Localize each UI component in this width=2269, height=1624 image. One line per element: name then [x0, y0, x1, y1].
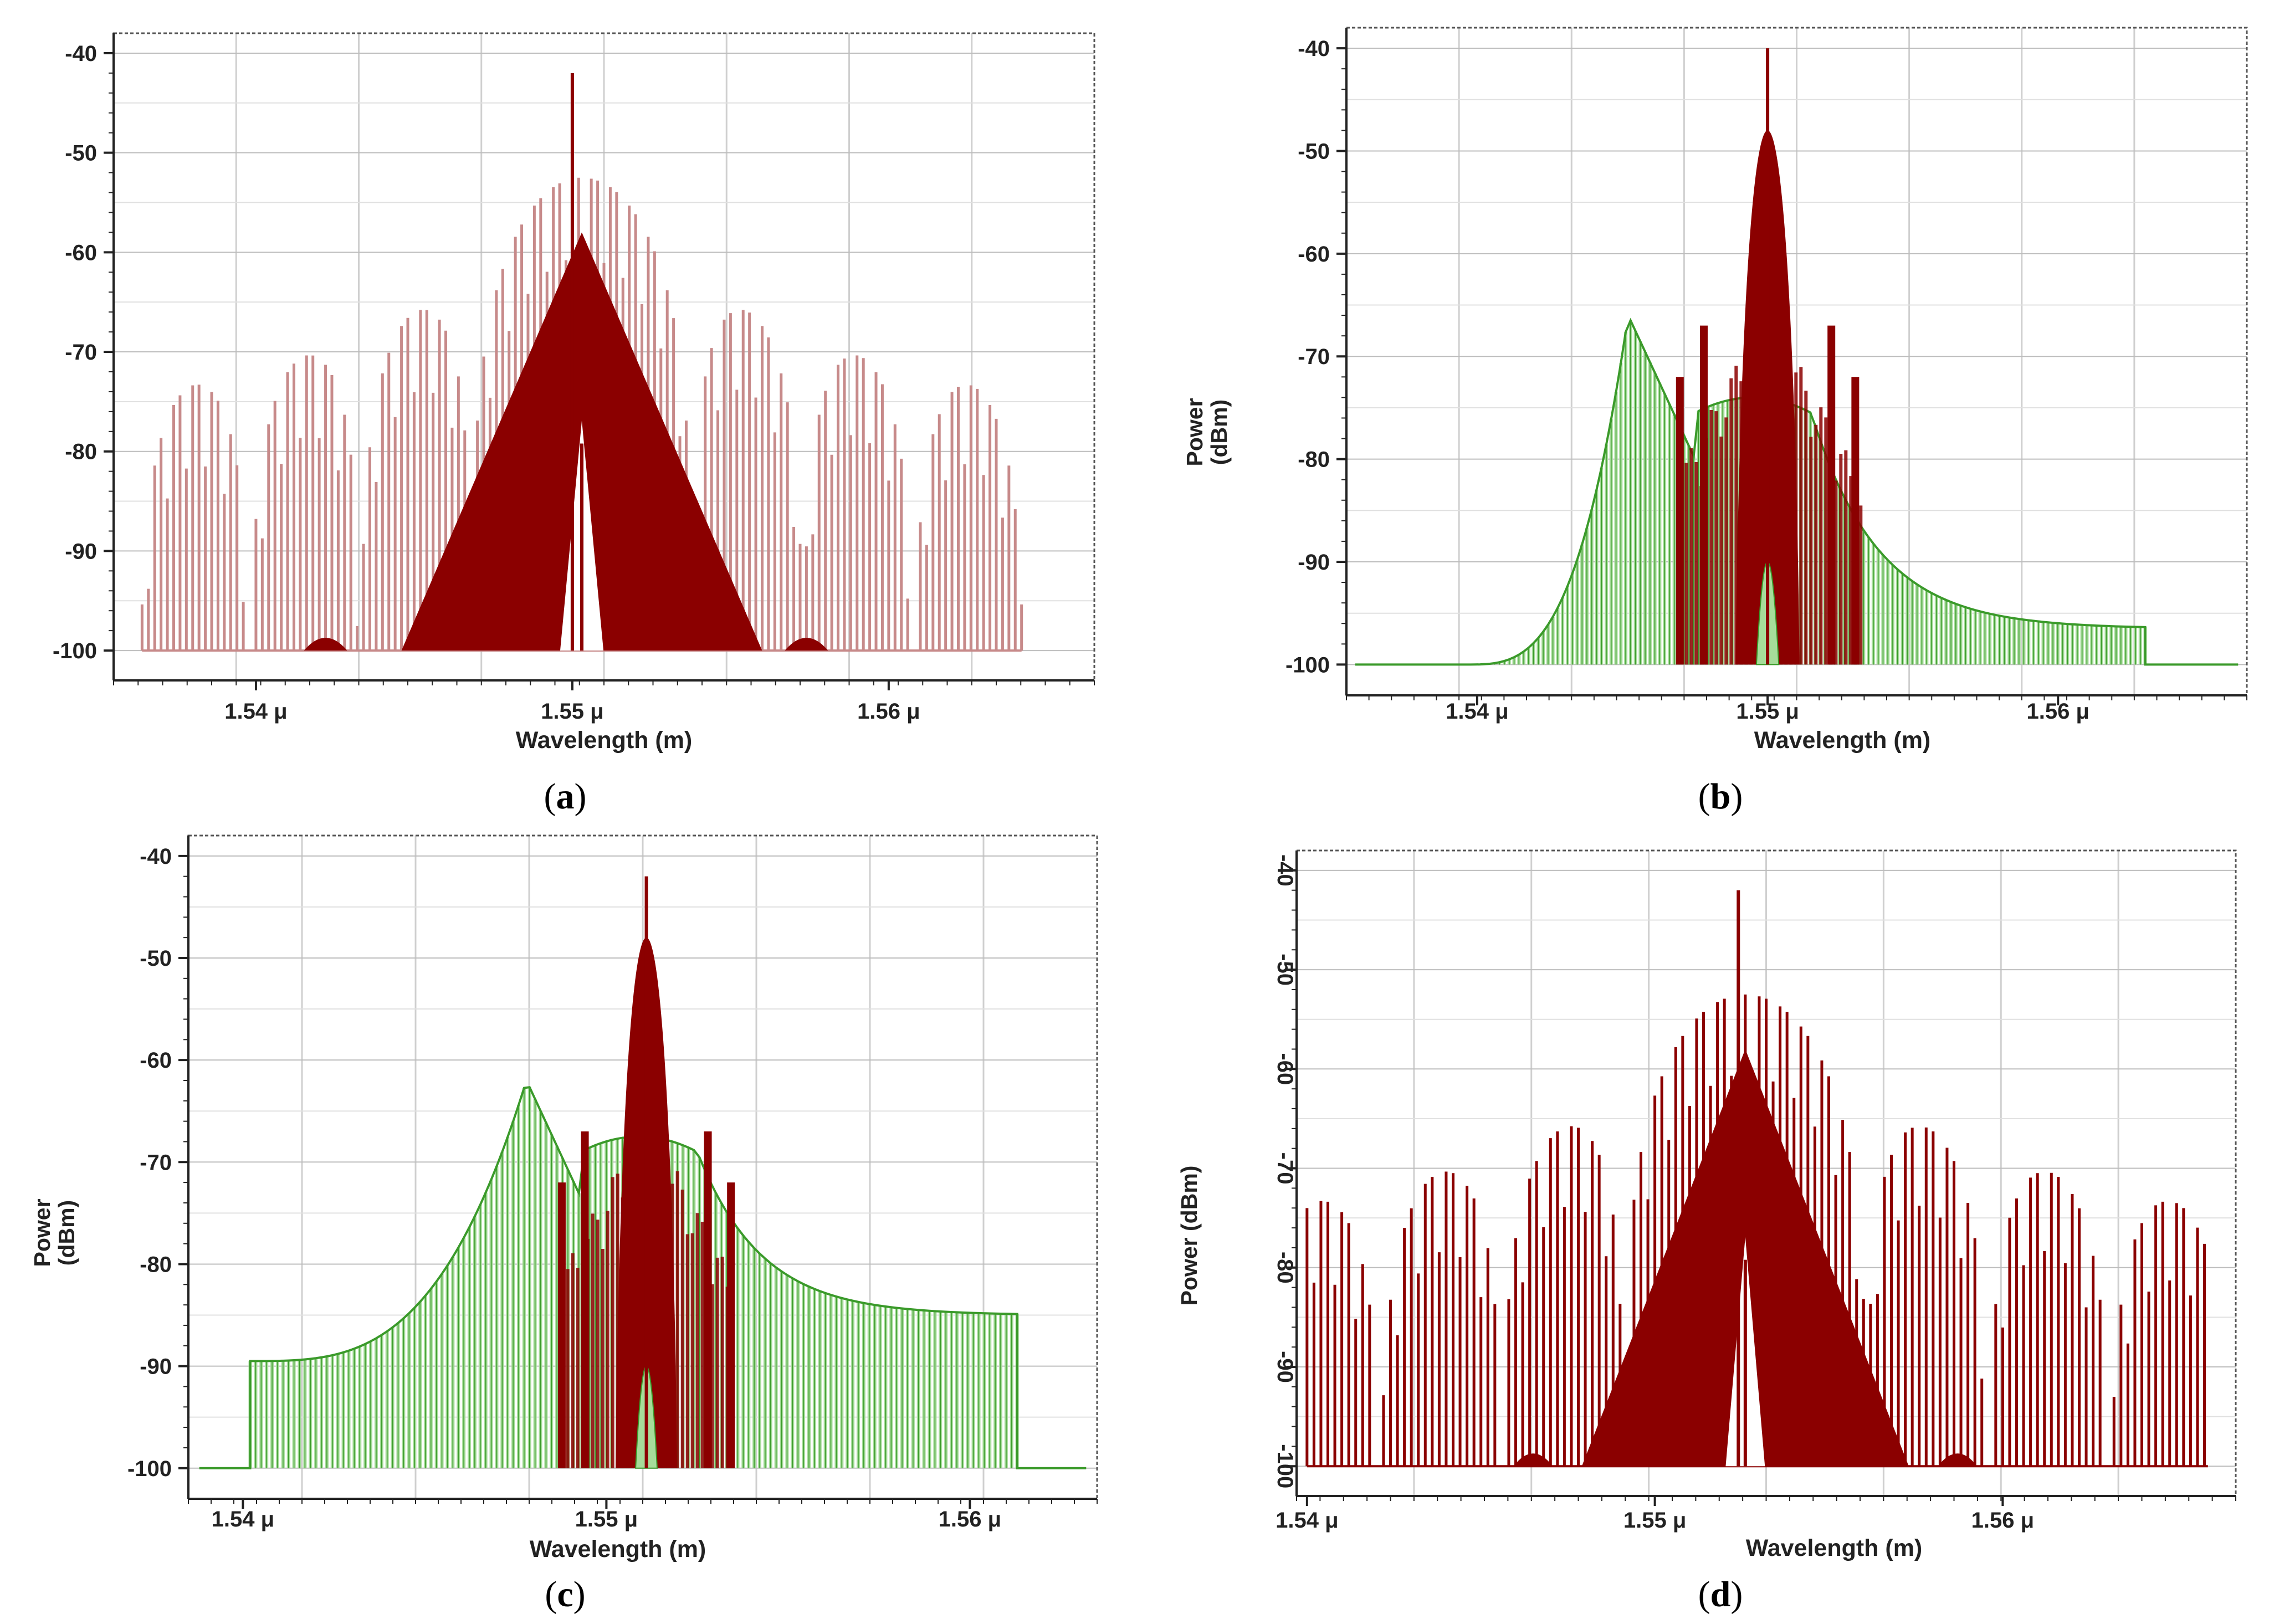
y-tick-label: -40	[1298, 37, 1330, 61]
x-tick-label: 1.56 μ	[2027, 699, 2089, 724]
y-tick-label: -90	[140, 1355, 172, 1379]
y-ticks-b: -40 -50 -60 -70 -80 -90 -100	[1285, 37, 1346, 677]
y-axis-label-line2: (dBm)	[54, 1200, 79, 1266]
chart-panel-a: -40 -50 -60 -70 -80 -90 -100 1.54 μ 1.55 μ 1.56 μ…	[0, 0, 1119, 776]
y-axis-label: Power(dBm)	[29, 1198, 79, 1267]
caption-b: (b)	[1637, 776, 1804, 818]
caption-d-open: (	[1698, 1574, 1710, 1615]
y-tick-label: -90	[1298, 550, 1330, 575]
side-bump	[785, 638, 828, 651]
x-tick-label: 1.54 μ	[212, 1507, 274, 1531]
y-ticks-c: -40 -50 -60 -70 -80 -90 -100	[127, 844, 188, 1481]
y-tick-label: -50	[140, 946, 172, 971]
x-axis-label: Wavelength (m)	[516, 727, 693, 754]
x-tick-label: 1.55 μ	[1736, 699, 1799, 724]
caption-a-close: )	[574, 776, 587, 817]
y-tick-label: -40	[65, 42, 97, 66]
x-tick-label: 1.56 μ	[939, 1507, 1001, 1531]
caption-b-letter: b	[1710, 776, 1731, 817]
y-tick-label: -70	[1298, 345, 1330, 369]
data-layer-a	[140, 73, 1023, 652]
caption-c-letter: c	[557, 1574, 573, 1615]
chart-a: -40 -50 -60 -70 -80 -90 -100 1.54 μ 1.55 μ 1.56 μ…	[53, 32, 1095, 754]
x-ticks-b: 1.54 μ 1.55 μ 1.56 μ	[1346, 695, 2247, 724]
y-tick-label: -100	[127, 1457, 172, 1481]
caption-a-open: (	[544, 776, 556, 817]
data-layer-d	[1305, 890, 2208, 1468]
y-tick-label: -60	[65, 240, 97, 265]
y-tick-label: -70	[65, 340, 97, 365]
y-tick-label: -80	[65, 440, 97, 464]
y-tick-label: -50	[65, 141, 97, 166]
chart-b: -40 -50 -60 -70 -80 -90 -100 1.54 μ 1.55 μ 1.56 μ…	[1182, 27, 2248, 754]
data-layer-c	[199, 876, 1087, 1469]
x-tick-label: 1.54 μ	[224, 699, 287, 724]
y-tick-label: -50	[1298, 139, 1330, 163]
x-tick-label: 1.56 μ	[1971, 1508, 2034, 1533]
x-tick-label: 1.54 μ	[1276, 1508, 1338, 1533]
side-bump	[1938, 1453, 1978, 1467]
x-tick-label: 1.54 μ	[1446, 699, 1508, 724]
side-bump	[1513, 1453, 1553, 1467]
y-tick-label: -40	[140, 844, 172, 869]
side-bump	[304, 638, 347, 651]
y-ticks-d: -40-50-60-70-80-90-100	[1273, 854, 1297, 1488]
y-axis-label: Power(dBm)	[1182, 398, 1232, 466]
y-tick-label: -80	[1298, 448, 1330, 472]
y-tick-label: -70	[140, 1150, 172, 1175]
series-red-peak	[1676, 130, 1863, 665]
y-axis-label: Power (dBm)	[1176, 1166, 1202, 1306]
x-axis-label: Wavelength (m)	[530, 1536, 706, 1562]
y-tick-label: -60	[1298, 242, 1330, 267]
x-tick-label: 1.55 μ	[541, 699, 603, 724]
caption-c-open: (	[545, 1574, 557, 1615]
chart-panel-c: -40 -50 -60 -70 -80 -90 -100 1.54 μ 1.55 μ 1.56 μ…	[0, 820, 1119, 1574]
x-tick-label: 1.55 μ	[1623, 1508, 1686, 1533]
caption-c-close: )	[573, 1574, 586, 1615]
chart-c: -40 -50 -60 -70 -80 -90 -100 1.54 μ 1.55 μ 1.56 μ…	[29, 834, 1098, 1562]
y-ticks-a: -40 -50 -60 -70 -80 -90 -100	[53, 42, 114, 663]
caption-a: (a)	[482, 776, 648, 818]
chart-panel-d: -40 -50 -60 -70 -80 -90 -100 1.54 μ 1.55 μ 1.56 μ…	[1153, 820, 2269, 1574]
caption-d-close: )	[1730, 1574, 1743, 1615]
x-tick-label: 1.55 μ	[575, 1507, 638, 1531]
caption-d: (d)	[1637, 1574, 1804, 1616]
y-axis-label-line1: Power	[29, 1198, 55, 1267]
x-axis-label: Wavelength (m)	[1754, 727, 1931, 754]
y-tick-label: -90	[65, 539, 97, 563]
x-tick-label: 1.56 μ	[857, 699, 920, 724]
x-ticks-c: 1.54 μ 1.55 μ 1.56 μ	[188, 1499, 1098, 1531]
caption-a-letter: a	[556, 776, 575, 817]
caption-b-close: )	[1730, 776, 1743, 817]
caption-c: (c)	[482, 1574, 648, 1616]
y-tick-label: -60	[140, 1048, 172, 1073]
caption-b-open: (	[1698, 776, 1710, 817]
x-axis-label: Wavelength (m)	[1746, 1535, 1923, 1561]
chart-d: -40-50-60-70-80-90-100 1.54 μ 1.55 μ 1.56 μ…	[1176, 849, 2237, 1561]
x-ticks-a: 1.54 μ 1.55 μ 1.56 μ	[113, 680, 1095, 724]
x-ticks-d: 1.54 μ 1.55 μ 1.56 μ	[1276, 1496, 2236, 1533]
green-envelope	[1355, 317, 2239, 666]
data-layer-b	[1355, 48, 2239, 666]
chart-panel-b: -40 -50 -60 -70 -80 -90 -100 1.54 μ 1.55 μ 1.56 μ…	[1153, 0, 2269, 776]
y-tick-label: -100	[53, 639, 97, 663]
y-tick-label: -100	[1285, 653, 1330, 677]
y-axis-label-line1: Power	[1182, 398, 1207, 466]
y-tick-label: -80	[140, 1252, 172, 1277]
caption-d-letter: d	[1710, 1574, 1731, 1615]
y-axis-label-line2: (dBm)	[1206, 399, 1232, 465]
